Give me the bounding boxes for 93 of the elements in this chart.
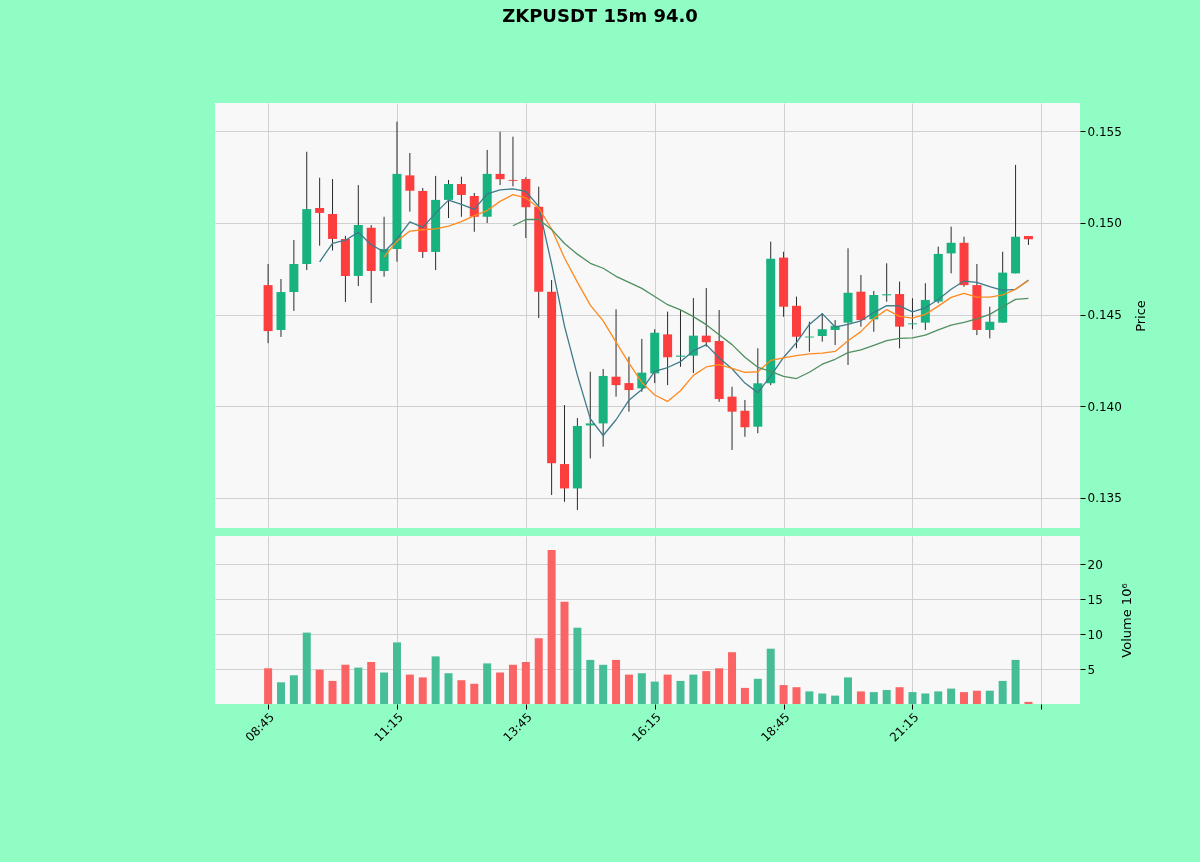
y-tick-label: 0.135: [1087, 491, 1122, 506]
y-tick-label: 15: [1087, 592, 1103, 607]
bar: [805, 691, 814, 704]
bar: [276, 682, 285, 704]
bar: [418, 677, 427, 704]
bar: [380, 672, 389, 704]
bar: [818, 693, 827, 704]
bar: [289, 675, 298, 704]
bar: [367, 662, 376, 704]
bar: [960, 692, 969, 704]
bar: [972, 690, 981, 704]
bar: [405, 674, 414, 704]
bar: [328, 680, 337, 704]
bar: [612, 659, 621, 704]
candlestick: [817, 312, 827, 343]
candlestick: [624, 356, 634, 413]
bar: [753, 678, 762, 704]
candlestick: [611, 308, 621, 398]
bar: [869, 692, 878, 704]
bar: [315, 669, 324, 704]
bar: [689, 674, 698, 704]
bar: [354, 667, 363, 704]
bar: [431, 656, 440, 704]
bar: [637, 673, 646, 704]
candlestick: [675, 309, 685, 368]
candlestick: [882, 262, 892, 303]
candlestick: [444, 179, 454, 219]
bar: [702, 671, 711, 704]
bar: [728, 652, 737, 704]
bar: [560, 601, 569, 704]
bar: [792, 687, 801, 704]
bar: [547, 550, 556, 704]
bar: [508, 664, 517, 704]
candlestick: [456, 176, 466, 218]
bar: [715, 668, 724, 704]
bar: [1011, 659, 1020, 704]
bar: [985, 690, 994, 704]
candlestick: [985, 306, 995, 339]
candlestick: [379, 216, 389, 278]
bar: [947, 688, 956, 704]
y-axis-title: Volume 10⁶: [1118, 583, 1134, 658]
bar: [921, 693, 930, 704]
bar: [624, 674, 633, 704]
y-tick-label: 20: [1087, 557, 1103, 572]
bar: [766, 648, 775, 704]
bar: [470, 683, 479, 704]
candlestick: [688, 297, 698, 374]
bar: [740, 687, 749, 704]
bar: [934, 691, 943, 704]
bar: [341, 664, 350, 704]
bar: [650, 681, 659, 704]
y-axis-title: Price: [1132, 300, 1148, 332]
chart-title: ZKPUSDT 15m 94.0: [501, 5, 699, 26]
bar: [521, 662, 530, 704]
candlestick: [701, 287, 711, 348]
bar: [882, 690, 891, 704]
candlestick: [508, 136, 518, 187]
bar: [586, 659, 595, 704]
y-tick-label: 5: [1087, 662, 1096, 677]
bar: [998, 680, 1007, 704]
bar: [908, 692, 917, 704]
candlestick: [663, 311, 673, 386]
bar: [895, 687, 904, 704]
bar: [444, 673, 453, 704]
bar: [856, 691, 865, 704]
candlestick: [946, 226, 956, 274]
bar: [534, 638, 543, 704]
candlestick: [907, 297, 917, 330]
bar: [844, 677, 853, 704]
bar: [1024, 701, 1033, 704]
y-tick-label: 10: [1087, 627, 1103, 642]
bar: [302, 632, 311, 704]
bar: [676, 680, 685, 704]
y-tick-label: 0.150: [1087, 216, 1122, 231]
bar: [573, 627, 582, 704]
bar: [599, 664, 608, 704]
bar: [392, 642, 401, 704]
line-series: [512, 218, 1030, 380]
y-tick-label: 0.145: [1087, 308, 1122, 323]
bar: [496, 672, 505, 704]
bar: [779, 685, 788, 704]
bar: [457, 680, 466, 704]
candlestick: [405, 152, 415, 213]
candlestick: [495, 131, 505, 186]
bar: [264, 668, 273, 704]
candlestick: [315, 177, 325, 247]
bar: [831, 695, 840, 704]
bar: [483, 663, 492, 704]
candlestick: [740, 399, 750, 438]
y-tick-label: 0.140: [1087, 399, 1122, 414]
bar: [663, 674, 672, 704]
y-tick-label: 0.155: [1087, 124, 1122, 139]
candlestick: [727, 386, 737, 451]
